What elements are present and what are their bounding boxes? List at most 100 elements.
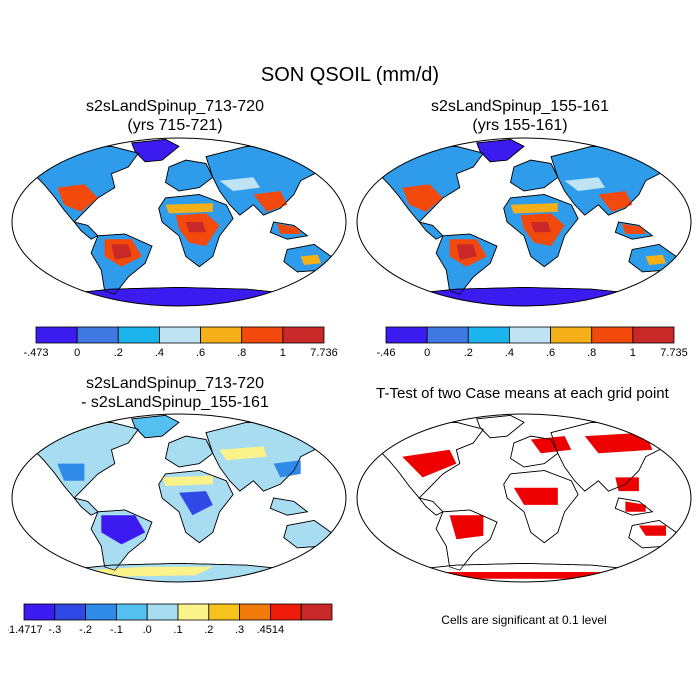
colorbar-swatch [117, 326, 160, 344]
value-patch [622, 223, 646, 234]
panel3-title: s2sLandSpinup_713-720 - s2sLandSpinup_15… [10, 374, 340, 412]
panel4-title: T-Test of two Case means at each grid po… [350, 384, 695, 403]
colorbar-label: .8 [237, 347, 246, 359]
panel4-footnote: Cells are significant at 0.1 level [441, 613, 607, 627]
panel2-title-line1: s2sLandSpinup_155-161 [431, 98, 609, 115]
map-panel-1 [11, 137, 347, 307]
colorbar-label: .6 [546, 347, 555, 359]
colorbar-label: .2 [114, 347, 123, 359]
value-patch [564, 177, 606, 191]
colorbar-label: .4 [505, 347, 514, 359]
value-patch [219, 177, 261, 191]
map-panel-3 [11, 413, 347, 583]
value-patch [530, 222, 551, 233]
significant-cells [584, 432, 653, 454]
panel1-title-line1: s2sLandSpinup_713-720 [86, 98, 264, 115]
colorbar-label: .4514 [257, 624, 285, 636]
colorbar-swatch [76, 326, 119, 344]
difference-patch [219, 446, 267, 461]
colorbar-swatch [300, 603, 333, 621]
colorbar-label: .2 [204, 624, 213, 636]
colorbar-swatch [146, 603, 179, 621]
colorbar-label: .4 [155, 347, 164, 359]
colorbar-label: .1 [173, 624, 182, 636]
colorbar-panel-1: -.473 0 .2 .4 .6 .8 1 7.736 [23, 326, 338, 359]
colorbar-label: 0 [424, 347, 430, 359]
panel1-title: s2sLandSpinup_713-720 (yrs 715-721) [10, 97, 340, 135]
map-panel-4 [356, 413, 692, 583]
colorbar-swatch [632, 326, 675, 344]
colorbar-label: .3 [235, 624, 244, 636]
value-patch [277, 223, 301, 234]
colorbar-label: 0 [74, 347, 80, 359]
significant-cells [638, 525, 666, 536]
significant-cells [449, 515, 484, 540]
colorbar-swatch [509, 326, 551, 344]
value-patch [456, 244, 477, 260]
significant-cells [615, 477, 639, 492]
colorbar-label: 7.736 [310, 347, 338, 359]
colorbar-label: .6 [196, 347, 205, 359]
significant-cells [395, 572, 660, 579]
colorbar-label: 1 [630, 347, 636, 359]
difference-patch [273, 460, 301, 478]
panel4-title-line1: T-Test of two Case means at each grid po… [376, 385, 669, 402]
difference-patch [57, 463, 85, 481]
difference-patch [101, 515, 146, 545]
colorbar-swatch [208, 603, 241, 621]
colorbar-swatch [269, 603, 302, 621]
colorbar-swatch [23, 603, 56, 621]
colorbar-label: 1 [280, 347, 286, 359]
value-patch [402, 184, 443, 212]
difference-patch [179, 491, 213, 516]
map-panel-2 [356, 137, 692, 307]
significant-cells [530, 436, 572, 454]
value-patch [111, 244, 132, 260]
value-patch [598, 191, 633, 212]
colorbar-label: .2 [464, 347, 473, 359]
colorbar-swatch [177, 603, 210, 621]
panel1-title-line2: (yrs 715-721) [127, 117, 223, 134]
colorbar-swatch [239, 603, 271, 621]
panel3-title-line1: s2sLandSpinup_713-720 [86, 375, 264, 392]
colorbar-panel-3: -1.4717 -.3 -.2 -.1 .0 .1 .2 .3 .4514 [8, 603, 333, 636]
colorbar-swatch [426, 326, 469, 344]
colorbar-label: .0 [143, 624, 152, 636]
colorbar-swatch [159, 326, 201, 344]
value-patch [57, 184, 98, 212]
difference-patch [162, 475, 213, 486]
value-patch [165, 203, 213, 214]
colorbar-swatch [116, 603, 148, 621]
colorbar-swatch [282, 326, 325, 344]
colorbar-swatch [85, 603, 117, 621]
figure-title: SON QSOIL (mm/d) [260, 64, 440, 86]
colorbar-panel-2: -.46 0 .2 .4 .6 .8 1 7.735 [377, 326, 688, 359]
panel3-title-line2: - s2sLandSpinup_155-161 [81, 394, 269, 411]
colorbar-swatch [385, 326, 428, 344]
significant-cells [513, 487, 558, 505]
colorbar-label: -.1 [110, 624, 123, 636]
colorbar-label: -1.4717 [8, 624, 43, 636]
colorbar-label: -.3 [48, 624, 61, 636]
colorbar-swatch [35, 326, 78, 344]
value-patch [253, 191, 288, 212]
value-patch [510, 203, 558, 214]
significant-cells [625, 501, 646, 512]
value-patch [300, 254, 321, 265]
panel2-title: s2sLandSpinup_155-161 (yrs 155-161) [355, 97, 685, 135]
significant-cells [402, 449, 457, 478]
colorbar-label: -.473 [23, 347, 48, 359]
value-patch [185, 222, 206, 233]
colorbar-swatch [200, 326, 243, 344]
colorbar-label: -.46 [377, 347, 396, 359]
colorbar-label: .8 [587, 347, 596, 359]
panel2-title-line2: (yrs 155-161) [472, 117, 568, 134]
colorbar-label: 7.735 [660, 347, 688, 359]
colorbar-swatch [591, 326, 634, 344]
colorbar-label: -.2 [79, 624, 92, 636]
colorbar-swatch [241, 326, 284, 344]
value-patch [645, 254, 666, 265]
colorbar-swatch [54, 603, 86, 621]
colorbar-swatch [550, 326, 593, 344]
colorbar-swatch [467, 326, 510, 344]
